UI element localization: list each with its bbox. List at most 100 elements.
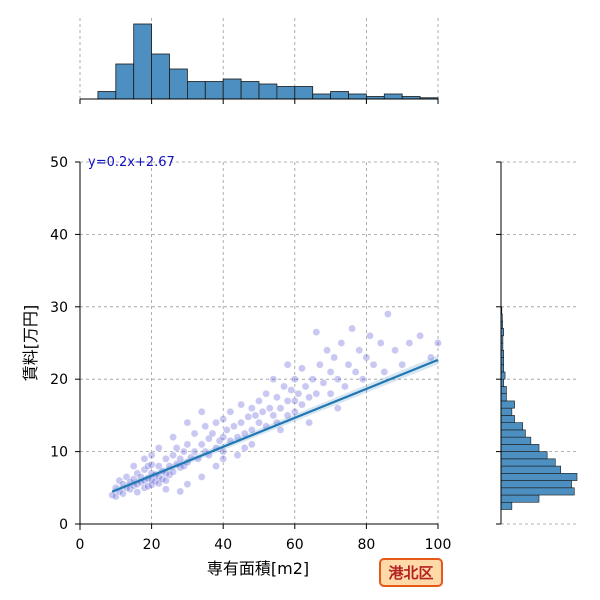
y-histogram-bar — [500, 407, 513, 416]
scatter-point — [358, 375, 367, 384]
scatter-point — [376, 339, 385, 347]
scatter-point — [226, 407, 235, 416]
scatter-point — [383, 310, 392, 318]
y-histogram-bar — [500, 393, 507, 402]
scatter-point — [333, 375, 342, 384]
scatter-point — [162, 476, 170, 485]
y-histogram-bar — [500, 415, 515, 423]
scatter-point — [426, 353, 435, 362]
scatter-point — [398, 360, 407, 369]
regression-line-group — [111, 355, 439, 495]
y-axis-title: 賃料[万円] — [21, 305, 40, 382]
scatter-point — [294, 389, 303, 398]
scatter-point — [219, 454, 228, 463]
y-histogram-bar — [500, 436, 532, 445]
y-histogram-bar — [500, 494, 540, 503]
y-histogram-bar — [500, 465, 562, 474]
x-tick-label: 20 — [143, 537, 161, 553]
scatter-point — [172, 444, 181, 452]
scatter-point — [183, 418, 192, 427]
scatter-point — [355, 346, 364, 355]
scatter-point — [230, 422, 238, 431]
x-axis-title: 専有面積[m2] — [207, 559, 309, 578]
y-tick-label: 40 — [50, 227, 68, 243]
x-tick-label: 80 — [357, 537, 375, 553]
scatter-point — [219, 415, 228, 423]
y-histogram-bar — [500, 400, 515, 409]
x-histogram-bar — [115, 63, 135, 100]
scatter-point — [197, 440, 206, 449]
x-tick-label: 40 — [214, 537, 232, 553]
scatter-point — [262, 389, 271, 398]
area-badge-label: 港北区 — [388, 564, 433, 582]
scatter-point — [197, 407, 206, 416]
scatter-point — [337, 339, 346, 347]
scatter-point — [272, 393, 281, 402]
scatter-point — [129, 462, 138, 470]
scatter-point — [251, 411, 260, 420]
x-histogram-bar — [151, 53, 170, 100]
scatter-point — [197, 473, 206, 481]
scatter-point — [247, 404, 256, 413]
scatter-point — [212, 462, 220, 470]
scatter-point — [119, 489, 127, 498]
y-tick-label: 50 — [50, 155, 68, 171]
scatter-point — [366, 331, 374, 340]
scatter-point — [276, 425, 285, 434]
scatter-point — [333, 404, 342, 413]
x-tick-label: 0 — [76, 537, 85, 553]
scatter-point — [276, 404, 285, 413]
scatter-point — [154, 444, 163, 452]
y-histogram-bar — [500, 480, 572, 489]
scatter-point — [326, 368, 335, 376]
scatter-point — [255, 397, 263, 405]
scatter-point — [323, 346, 331, 355]
y-histogram-bar — [500, 487, 575, 496]
scatter-point — [190, 447, 199, 456]
scatter-point — [405, 339, 414, 347]
scatter-point — [162, 485, 170, 494]
y-histogram-bar — [500, 451, 548, 460]
x-tick-label: 100 — [425, 537, 452, 553]
y-marginal-histogram — [496, 161, 578, 525]
y-histogram-bar — [500, 386, 507, 394]
scatter-point — [348, 324, 356, 333]
scatter-point — [237, 418, 245, 427]
scatter-point — [133, 488, 142, 497]
scatter-point — [298, 364, 306, 373]
scatter-point — [298, 400, 306, 409]
x-histogram-bar — [330, 91, 349, 100]
y-histogram-bar — [500, 473, 578, 481]
scatter-point — [312, 328, 321, 337]
y-histogram-bar — [500, 444, 540, 452]
y-tick-label: 30 — [50, 300, 68, 316]
scatter-point — [258, 407, 267, 416]
x-histogram-bar — [383, 93, 403, 100]
scatter-point — [290, 375, 299, 384]
y-tick-label: 20 — [50, 372, 68, 388]
y-histogram-bar — [500, 458, 556, 467]
scatter-point — [312, 389, 321, 398]
axes: 0 20 40 60 80 100 0 10 20 30 40 50 — [50, 155, 451, 553]
y-tick-label: 0 — [59, 517, 68, 533]
scatter-point — [341, 382, 349, 391]
scatter-point — [269, 411, 278, 420]
scatter-point — [434, 339, 442, 347]
x-marginal-histogram — [79, 18, 439, 104]
x-histogram-bar — [97, 91, 117, 100]
scatter-point — [247, 425, 256, 434]
scatter-point — [315, 360, 324, 369]
scatter-point — [162, 454, 170, 463]
scatter-point — [233, 451, 242, 460]
scatter-point — [219, 433, 228, 442]
x-histogram-bar — [222, 78, 242, 100]
scatter-point — [179, 447, 188, 456]
scatter-point — [176, 487, 185, 496]
scatter-point — [169, 467, 177, 476]
x-histogram-bar — [240, 81, 260, 100]
scatter-point — [147, 451, 156, 460]
scatter-point — [201, 422, 210, 431]
scatter-point — [369, 360, 378, 369]
scatter-point — [176, 454, 185, 463]
scatter-point — [265, 404, 274, 413]
